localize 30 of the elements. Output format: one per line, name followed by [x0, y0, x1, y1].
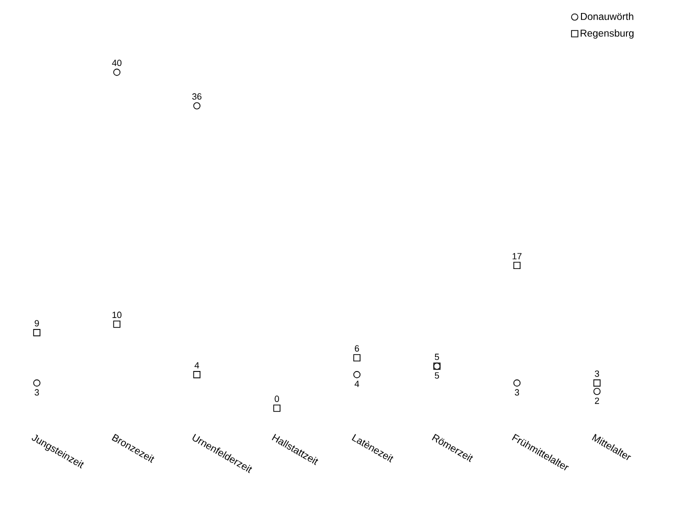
data-label: 3 [34, 389, 39, 396]
point [593, 388, 601, 395]
data-label: 3 [594, 370, 600, 377]
data-label: 10 [112, 312, 122, 318]
point [193, 371, 200, 378]
data-label: 40 [112, 60, 122, 66]
data-label: 4 [194, 362, 200, 368]
data-label: 3 [514, 389, 520, 396]
data-label: 36 [192, 93, 202, 100]
legend-label: Donauwörth [580, 12, 634, 20]
point [353, 354, 360, 362]
point [193, 102, 200, 110]
data-label: 2 [594, 398, 600, 404]
point [593, 379, 601, 387]
data-label: 6 [354, 345, 360, 352]
point [353, 371, 360, 378]
data-label: 4 [354, 380, 360, 387]
point [113, 320, 120, 328]
point [513, 262, 521, 269]
data-label: 5 [434, 354, 440, 360]
point [33, 329, 40, 336]
data-label: 5 [434, 372, 440, 379]
point [113, 68, 120, 76]
point [273, 404, 280, 412]
legend-label: Regensburg [580, 29, 634, 39]
data-label: 0 [274, 396, 280, 402]
data-label: 17 [512, 253, 522, 260]
data-label: 9 [34, 320, 39, 326]
point [513, 379, 521, 387]
point [33, 379, 40, 387]
